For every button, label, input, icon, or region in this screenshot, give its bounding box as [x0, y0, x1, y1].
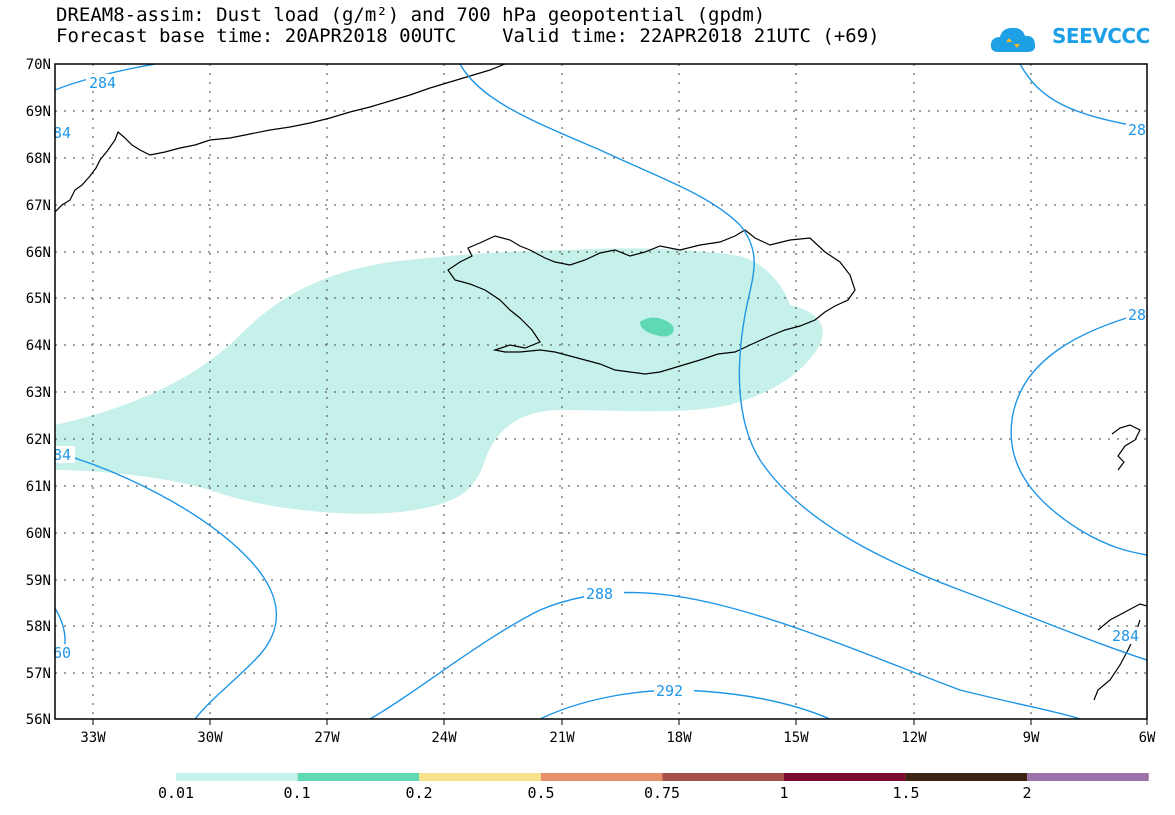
lat-label: 69N — [26, 104, 51, 120]
dust-area — [55, 248, 823, 514]
cloud-logo-icon — [990, 27, 1036, 52]
longitude-labels: 33W 30W 27W 24W 21W 18W 15W 12W 9W 6W — [80, 730, 1156, 746]
colorbar-label: 0.2 — [405, 784, 432, 802]
colorbar-swatch — [176, 773, 298, 781]
contour-label: 84 — [53, 124, 71, 142]
contour-label: 28 — [1128, 121, 1146, 139]
colorbar-swatch — [905, 773, 1028, 781]
lon-label: 33W — [80, 730, 106, 746]
lon-label: 30W — [197, 730, 223, 746]
lon-label: 9W — [1023, 730, 1040, 746]
lat-label: 58N — [26, 619, 51, 635]
contour-label: 284 — [89, 74, 116, 92]
colorbar-swatch — [419, 773, 541, 781]
coastlines — [55, 64, 1147, 701]
lat-label: 68N — [26, 151, 51, 167]
colorbar-label: 0.1 — [283, 784, 310, 802]
colorbar-swatch — [540, 773, 663, 781]
dust-area-low — [55, 248, 823, 514]
contour-label: 60 — [53, 644, 71, 662]
lat-label: 70N — [26, 57, 51, 73]
colorbar-label: 2 — [1022, 784, 1031, 802]
contour-284-ne — [1019, 64, 1147, 129]
colorbar-swatch — [662, 773, 784, 781]
dust-area-mid — [640, 317, 674, 337]
contour-284-n — [459, 64, 1147, 661]
colorbar-label: 0.75 — [644, 784, 680, 802]
logo-text: SEEVCCC — [1052, 24, 1150, 48]
lat-label: 59N — [26, 573, 51, 589]
contour-288 — [369, 591, 1081, 719]
lon-label: 27W — [314, 730, 340, 746]
lat-label: 56N — [26, 712, 51, 728]
contour-label: 292 — [656, 682, 683, 700]
title-line-1: DREAM8-assim: Dust load (g/m²) and 700 h… — [56, 4, 766, 26]
greenland-coast — [55, 64, 506, 213]
lat-label: 65N — [26, 291, 51, 307]
iceland-coast — [447, 229, 856, 375]
title-line-2: Forecast base time: 20APR2018 00UTC Vali… — [56, 25, 880, 47]
contour-labels: 284 84 84 60 288 292 28 28 284 — [53, 74, 1148, 700]
colorbar-label: 0.01 — [158, 784, 194, 802]
contour-label: 288 — [586, 585, 613, 603]
contour-label: 84 — [53, 446, 71, 464]
lon-label: 24W — [431, 730, 457, 746]
colorbar-swatch — [1027, 773, 1149, 781]
lon-label: 15W — [783, 730, 809, 746]
colorbar-label: 1.5 — [892, 784, 919, 802]
lon-label: 12W — [901, 730, 927, 746]
colorbar-swatch — [784, 773, 906, 781]
lat-label: 61N — [26, 479, 51, 495]
contour-284-sw — [55, 451, 277, 719]
contour-284-e — [1010, 311, 1147, 556]
latitude-labels: 70N 69N 68N 67N 66N 65N 64N 63N 62N 61N … — [26, 57, 51, 728]
colorbar-swatch — [297, 773, 420, 781]
colorbar-swatches — [176, 773, 1149, 781]
contour-label: 284 — [1112, 627, 1139, 645]
lat-label: 64N — [26, 338, 51, 354]
lat-label: 66N — [26, 245, 51, 261]
lon-label: 6W — [1139, 730, 1156, 746]
geopotential-contours — [55, 64, 1147, 719]
colorbar: 0.01 0.1 0.2 0.5 0.75 1 1.5 2 — [158, 773, 1149, 802]
contour-label: 28 — [1128, 306, 1146, 324]
lat-label: 63N — [26, 385, 51, 401]
colorbar-label: 0.5 — [527, 784, 554, 802]
lat-label: 62N — [26, 432, 51, 448]
lat-label: 67N — [26, 198, 51, 214]
scotland-coast — [1093, 603, 1147, 701]
map-frame — [54, 63, 1148, 720]
axis-ticks — [92, 719, 1148, 725]
faroe-coast — [1111, 424, 1141, 471]
lon-label: 21W — [549, 730, 575, 746]
lon-label: 18W — [666, 730, 692, 746]
gridlines — [55, 64, 1147, 719]
colorbar-label: 1 — [779, 784, 788, 802]
lat-label: 60N — [26, 526, 51, 542]
lat-label: 57N — [26, 666, 51, 682]
